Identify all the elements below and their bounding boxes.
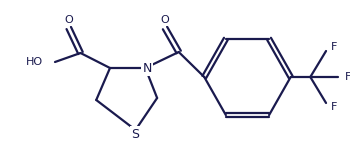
Text: HO: HO (26, 57, 43, 67)
Text: F: F (331, 42, 337, 52)
Text: O: O (64, 15, 73, 25)
Text: O: O (161, 15, 169, 25)
Text: F: F (331, 102, 337, 112)
Text: F: F (344, 72, 350, 82)
Text: S: S (132, 128, 140, 140)
Text: N: N (142, 61, 152, 75)
